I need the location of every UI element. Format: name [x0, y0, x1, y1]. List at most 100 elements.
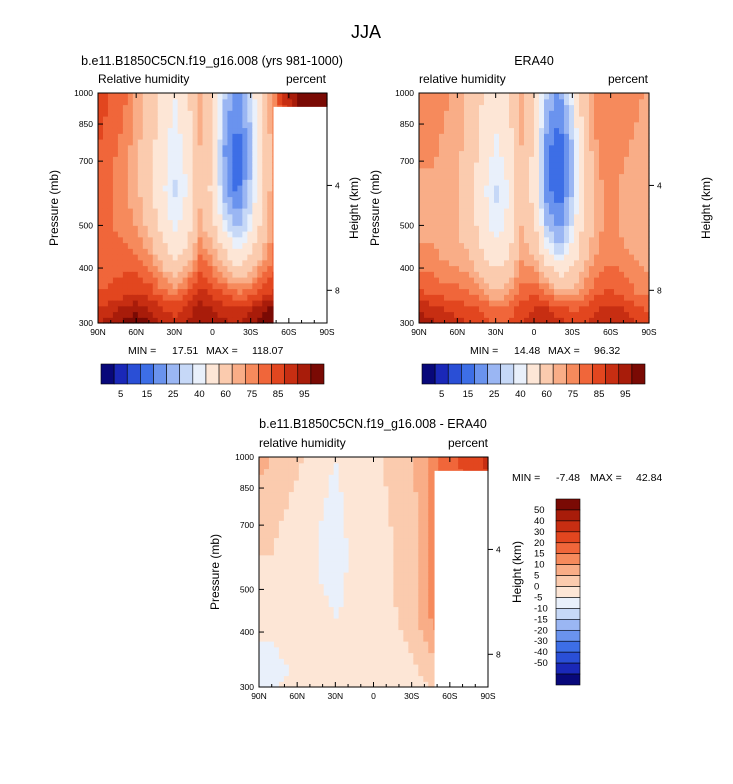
field-cell: [212, 213, 219, 221]
field-cell: [489, 167, 495, 175]
field-cell: [162, 144, 169, 152]
field-cell: [112, 231, 119, 238]
field-cell: [323, 508, 330, 516]
field-cell: [303, 474, 310, 481]
field-cell: [212, 167, 219, 175]
field-cell: [393, 669, 399, 677]
field-cell: [584, 254, 590, 261]
field-cell: [257, 150, 263, 157]
field-cell: [444, 225, 450, 232]
field-cell: [207, 116, 214, 123]
field-cell: [318, 514, 325, 521]
field-cell: [162, 225, 169, 232]
field-cell: [464, 121, 470, 129]
field-cell: [529, 317, 535, 324]
field-cell: [142, 196, 149, 203]
field-cell: [117, 162, 124, 169]
field-cell: [167, 133, 174, 140]
field-cell: [519, 133, 525, 140]
field-cell: [524, 236, 530, 244]
field-cell: [207, 277, 214, 284]
field-cell: [363, 646, 370, 654]
field-cell: [579, 190, 585, 198]
field-cell: [197, 213, 204, 221]
field-cell: [383, 658, 390, 665]
field-cell: [554, 110, 560, 117]
field-cell: [232, 271, 238, 278]
field-cell: [257, 213, 263, 221]
field-cell: [348, 497, 355, 504]
field-cell: [353, 606, 360, 613]
field-cell: [479, 162, 485, 169]
field-cell: [554, 282, 560, 290]
field-cell: [499, 231, 505, 238]
field-cell: [247, 282, 253, 290]
field-cell: [579, 300, 585, 307]
field-cell: [107, 104, 114, 111]
field-cell: [343, 531, 350, 539]
field-cell: [574, 208, 580, 215]
field-cell: [333, 652, 340, 659]
field-cell: [177, 231, 184, 238]
field-cell: [529, 162, 535, 169]
field-cell: [634, 98, 640, 106]
field-cell: [227, 116, 234, 123]
field-cell: [489, 282, 495, 290]
field-cell: [509, 219, 515, 226]
field-cell: [212, 271, 219, 278]
field-cell: [554, 254, 560, 261]
field-cell: [589, 300, 595, 307]
field-cell: [127, 288, 134, 295]
field-cell: [378, 549, 385, 556]
field-cell: [263, 560, 270, 567]
field-cell: [283, 669, 290, 677]
field-cell: [283, 652, 290, 659]
field-cell: [222, 139, 229, 146]
field-cell: [293, 480, 300, 487]
field-cell: [489, 259, 495, 267]
field-cell: [569, 121, 575, 129]
field-cell: [202, 254, 209, 261]
field-cell: [509, 242, 515, 249]
field-cell: [393, 675, 399, 682]
field-cell: [449, 185, 455, 192]
field-cell: [539, 271, 545, 278]
field-cell: [288, 675, 295, 682]
field-cell: [363, 589, 370, 596]
field-cell: [147, 300, 154, 307]
field-cell: [182, 98, 189, 106]
field-cell: [454, 116, 460, 123]
field-cell: [98, 121, 104, 129]
field-cell: [333, 560, 340, 567]
field-cell: [162, 133, 169, 140]
field-cell: [242, 259, 248, 267]
field-cell: [102, 225, 109, 232]
field-cell: [318, 652, 325, 659]
field-cell: [439, 190, 445, 198]
field-cell: [343, 480, 350, 487]
field-cell: [559, 162, 565, 169]
field-cell: [98, 208, 104, 215]
field-cell: [172, 231, 179, 238]
field-cell: [639, 133, 645, 140]
field-cell: [117, 156, 124, 163]
field-cell: [259, 566, 265, 573]
field-cell: [519, 127, 525, 134]
field-cell: [172, 150, 179, 157]
field-cell: [132, 317, 139, 324]
field-cell: [424, 248, 430, 255]
field-cell: [268, 503, 275, 510]
field-cell: [177, 236, 184, 244]
field-cell: [484, 121, 490, 129]
field-cell: [534, 236, 540, 244]
field-cell: [589, 121, 595, 129]
field-cell: [454, 219, 460, 226]
field-cell: [298, 675, 305, 682]
field-cell: [273, 497, 280, 504]
field-cell: [373, 474, 380, 481]
field-cell: [494, 139, 500, 146]
field-cell: [147, 271, 154, 278]
field-cell: [222, 98, 229, 106]
field-cell: [559, 185, 565, 192]
field-cell: [303, 629, 310, 636]
